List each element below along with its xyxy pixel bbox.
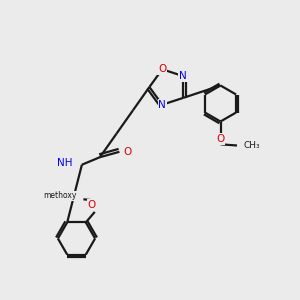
Text: CH₃: CH₃ — [244, 141, 260, 150]
Text: N: N — [158, 100, 166, 110]
Text: N: N — [179, 71, 187, 81]
Text: NH: NH — [57, 158, 72, 168]
Text: O: O — [124, 147, 132, 157]
Text: O: O — [216, 134, 225, 145]
Text: O: O — [158, 64, 166, 74]
Text: methoxy: methoxy — [44, 191, 77, 200]
Text: O: O — [88, 200, 96, 210]
